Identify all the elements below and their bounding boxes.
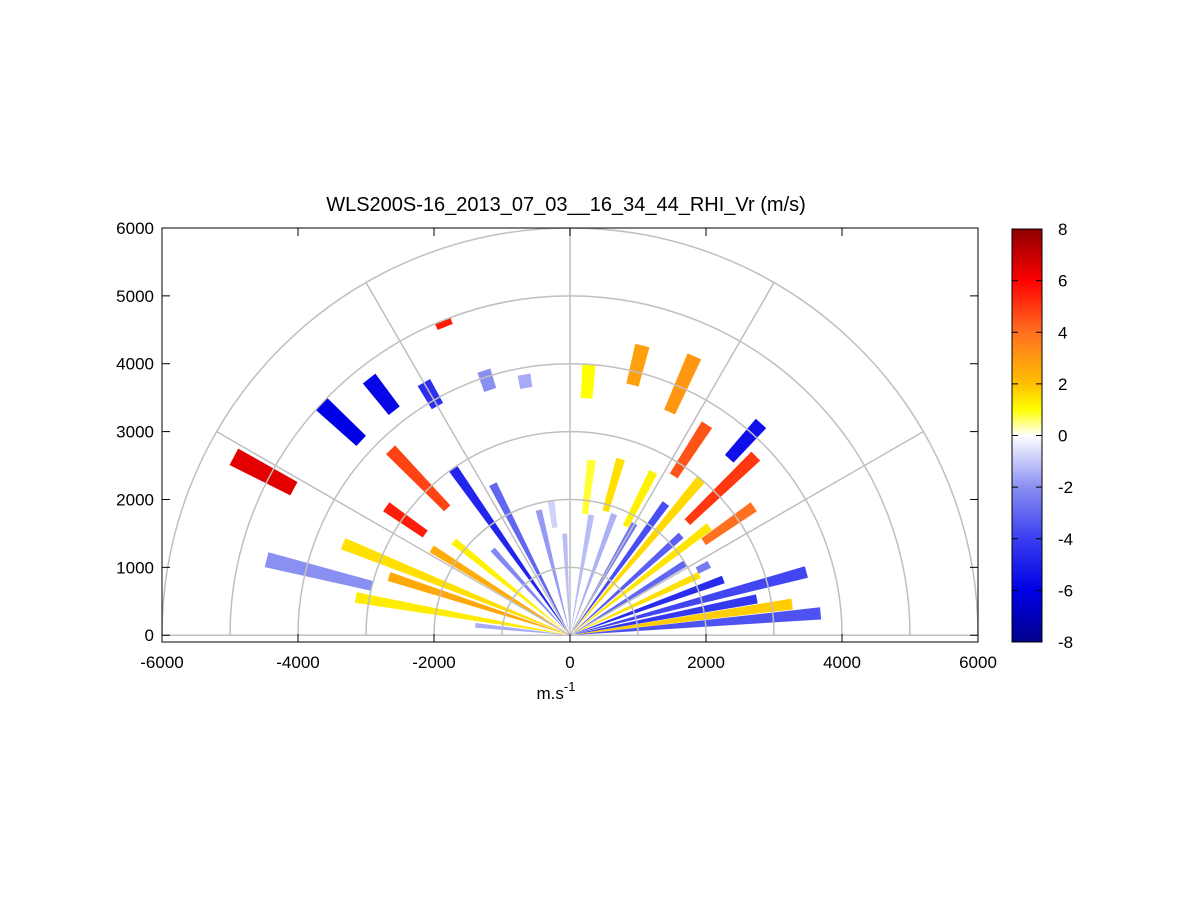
y-tick-label: 1000	[116, 558, 154, 577]
chart-title: WLS200S-16_2013_07_03__16_34_44_RHI_Vr (…	[326, 194, 806, 216]
radial-velocity-data	[229, 317, 822, 635]
ray-segment-42	[340, 538, 566, 634]
colorbar-tick-label: 8	[1058, 220, 1067, 239]
ray-segment-38	[451, 538, 566, 632]
y-tick-label: 2000	[116, 490, 154, 509]
ray-segment-9	[574, 523, 712, 632]
ray-segment-31	[489, 482, 568, 631]
colorbar-tick-label: 0	[1058, 427, 1067, 446]
colorbar: 8 6 4 2 0 -2 -4 -6 -8	[1011, 220, 1073, 652]
colorbar-tick-label: -8	[1058, 633, 1073, 652]
colorbar-tick-label: 6	[1058, 272, 1067, 291]
ray-segment-33	[448, 465, 567, 631]
x-tick-label: 2000	[687, 653, 725, 672]
colorbar-tick-label: 2	[1058, 375, 1067, 394]
ray-segment-1	[575, 598, 793, 635]
ray-segment-5	[574, 571, 701, 634]
x-tick-label: -4000	[276, 653, 319, 672]
x-axis-label-exponent: -1	[564, 679, 576, 694]
ray-segment-40	[429, 545, 566, 633]
spoke-30	[569, 430, 924, 636]
y-tick-label: 0	[145, 626, 154, 645]
ray-segment-18	[664, 353, 702, 415]
x-axis-label: m.s-1	[537, 679, 576, 703]
ray-segment-37	[315, 397, 366, 446]
ray-segment-14	[573, 501, 670, 631]
colorbar-ticks: 8 6 4 2 0 -2 -4 -6 -8	[1012, 220, 1073, 652]
y-axis: 0 1000 2000 3000 4000 5000 6000	[116, 219, 978, 645]
spoke-60	[569, 282, 775, 636]
ray-segment-25	[562, 533, 570, 630]
ray-segment-36	[386, 445, 451, 512]
x-axis: -6000 -4000 -2000 0 2000 4000 6000	[140, 228, 997, 672]
ray-segment-39	[383, 502, 428, 538]
x-tick-label: 6000	[959, 653, 997, 672]
ray-segment-43	[387, 572, 565, 634]
ray-segment-0	[575, 607, 822, 635]
colorbar-tick-label: -6	[1058, 581, 1073, 600]
ray-segment-21	[626, 343, 650, 387]
x-tick-label: -6000	[140, 653, 183, 672]
ray-segment-7	[574, 560, 688, 633]
ray-segment-44	[264, 552, 374, 591]
ray-segment-34	[362, 373, 400, 415]
ray-segment-30	[434, 317, 453, 331]
ray-segment-22	[570, 514, 595, 630]
ray-segment-26	[547, 500, 558, 529]
ray-segment-13	[573, 476, 705, 632]
y-tick-label: 6000	[116, 219, 154, 238]
y-tick-label: 4000	[116, 355, 154, 374]
ray-segment-3	[575, 566, 808, 634]
ray-segment-6	[695, 560, 712, 574]
colorbar-tick-label: 4	[1058, 323, 1067, 342]
x-tick-label: 4000	[823, 653, 861, 672]
ray-segment-8	[701, 502, 757, 546]
ray-segment-46	[475, 622, 565, 635]
ray-segment-35	[490, 547, 567, 632]
ray-segment-45	[354, 592, 565, 635]
x-tick-label: 0	[565, 653, 574, 672]
x-tick-label: -2000	[412, 653, 455, 672]
ray-segment-2	[575, 594, 758, 635]
spoke-120	[365, 282, 571, 636]
y-tick-label: 5000	[116, 287, 154, 306]
ray-segment-41	[229, 448, 298, 496]
ray-segment-27	[517, 373, 533, 390]
colorbar-tick-label: -4	[1058, 530, 1073, 549]
y-tick-label: 3000	[116, 423, 154, 442]
ray-segment-29	[477, 368, 497, 392]
ray-segment-12	[724, 418, 767, 463]
ray-segment-24	[580, 364, 596, 399]
ray-segment-4	[575, 575, 725, 634]
spoke-150	[216, 430, 571, 636]
ray-segment-10	[573, 532, 684, 632]
ray-segment-11	[684, 451, 761, 525]
ray-segment-20	[602, 457, 625, 513]
colorbar-tick-label: -2	[1058, 478, 1073, 497]
